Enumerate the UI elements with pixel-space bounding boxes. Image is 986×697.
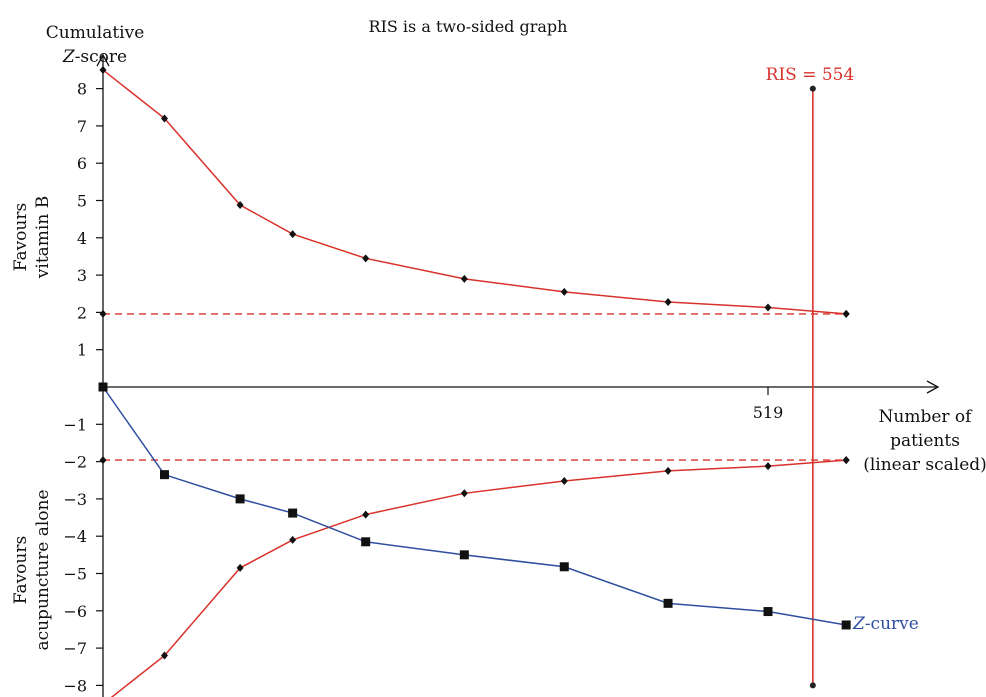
ris-top-point [809, 85, 816, 92]
y-tick-label: −1 [63, 415, 87, 434]
conventional-boundary-point [99, 309, 107, 318]
y-tick-label: 8 [77, 80, 87, 99]
lower-boundary-point [664, 466, 672, 475]
z-curve-point [559, 562, 569, 572]
upper-boundary-point [289, 230, 297, 239]
ris-label: RIS = 554 [766, 65, 855, 85]
upper-boundary-point [236, 200, 244, 209]
lower-boundary-point [764, 462, 772, 471]
y-axis-label-line1: Cumulative [46, 23, 145, 43]
ris-bottom-point [809, 682, 816, 689]
lower-boundary-point [236, 563, 244, 572]
y-axis-arrow [96, 53, 110, 67]
chart-title: RIS is a two-sided graph [369, 17, 568, 36]
lower-boundary-line [110, 459, 847, 697]
y-tick-label: 4 [77, 229, 87, 248]
upper-boundary-line [102, 69, 847, 315]
y-tick-label: −4 [63, 527, 87, 546]
y-tick-label: −6 [63, 602, 87, 621]
upper-boundary-point [362, 254, 370, 263]
y-tick-label: 7 [77, 117, 87, 136]
z-curve-point [361, 537, 371, 547]
z-curve-point [663, 598, 673, 608]
upper-region-label-line2: vitamin B [33, 196, 53, 279]
lower-region-label-line1: Favours [11, 536, 31, 604]
z-curve-point [98, 382, 108, 392]
x-axis-label-line3: (linear scaled) [863, 455, 986, 475]
lower-boundary-point [362, 510, 370, 519]
y-tick-label: 3 [77, 266, 87, 285]
y-tick-label: −7 [63, 639, 87, 658]
z-curve-point [459, 550, 469, 560]
y-tick-label: 2 [77, 303, 87, 322]
z-curve-line [102, 386, 847, 626]
lower-boundary-point [560, 476, 568, 485]
y-tick-label: 6 [77, 154, 87, 173]
y-tick-label: −8 [63, 676, 87, 695]
lower-boundary-point [289, 535, 297, 544]
y-tick-label: 5 [77, 192, 87, 211]
z-curve-point [763, 607, 773, 617]
upper-boundary-point [560, 287, 568, 296]
y-tick-label: 1 [77, 341, 87, 360]
upper-boundary-point [161, 114, 169, 123]
upper-boundary-point [460, 274, 468, 283]
lower-boundary-point [460, 489, 468, 498]
upper-region-label-line1: Favours [11, 203, 31, 271]
y-axis-label-line2: Z-score [62, 47, 127, 67]
x-axis-arrow [926, 380, 940, 394]
z-curve-point [160, 470, 170, 480]
x-axis-label-line1: Number of [879, 407, 974, 427]
upper-boundary-point [664, 297, 672, 306]
z-curve-point [841, 620, 851, 630]
z-curve-point [235, 494, 245, 504]
lower-region-label-line2: acupuncture alone [33, 489, 53, 650]
conventional-boundary-point [842, 309, 850, 318]
upper-boundary-point [99, 65, 107, 74]
lower-boundary-point [161, 651, 169, 660]
conventional-boundary-point [842, 456, 850, 465]
y-tick-label: −3 [63, 490, 87, 509]
z-curve-label: Z-curve [852, 614, 919, 634]
y-tick-label: −2 [63, 453, 87, 472]
upper-boundary-point [764, 303, 772, 312]
x-axis-label-line2: patients [890, 431, 960, 451]
conventional-boundary-point [99, 456, 107, 465]
z-curve-point [288, 508, 298, 518]
y-tick-label: −5 [63, 565, 87, 584]
x-tick-label: 519 [753, 403, 784, 422]
